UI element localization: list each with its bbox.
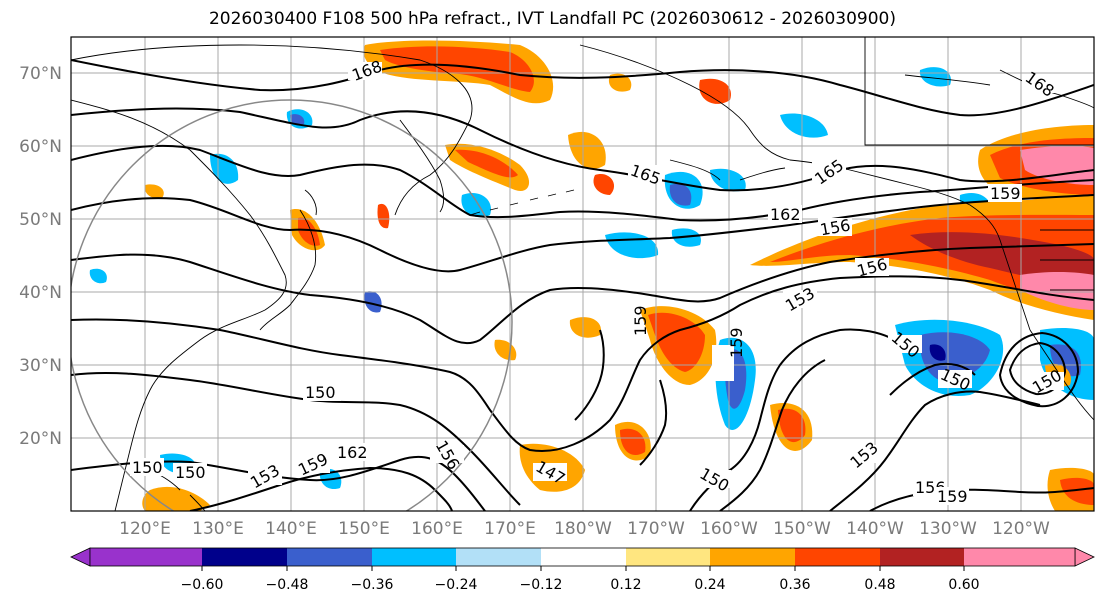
- lon-label: 120°E: [119, 519, 171, 539]
- colorbar-tick-label: −0.24: [435, 577, 478, 593]
- lon-label: 130°W: [919, 519, 977, 539]
- contour-label: 162: [337, 443, 368, 462]
- colorbar-segment: [202, 548, 287, 566]
- colorbar-segment: [795, 548, 880, 566]
- lon-label: 150°W: [773, 519, 831, 539]
- lat-label: 60°N: [19, 137, 62, 157]
- colorbar-segment: [456, 548, 541, 566]
- contour-label: 159: [631, 305, 650, 336]
- contour-label: 150: [175, 463, 206, 482]
- colorbar-segment: [541, 548, 626, 566]
- coastlines: [71, 37, 1094, 511]
- lat-label: 70°N: [19, 64, 62, 84]
- lon-label: 150°E: [338, 519, 390, 539]
- colorbar-segment: [880, 548, 964, 566]
- contour-label: 159: [727, 327, 746, 358]
- lon-label: 170°W: [627, 519, 685, 539]
- contour-label: 159: [937, 487, 968, 506]
- colorbar-tick-label: −0.12: [520, 577, 563, 593]
- lat-label: 50°N: [19, 210, 62, 230]
- colorbar-segment: [964, 548, 1075, 566]
- map-title: 2026030400 F108 500 hPa refract., IVT La…: [208, 9, 896, 29]
- latitude-labels: 70°N 60°N 50°N 40°N 30°N 20°N: [19, 64, 62, 449]
- colorbar-tick-label: −0.60: [181, 577, 224, 593]
- contour-label: 162: [770, 205, 801, 224]
- plot-frame: [70, 36, 1095, 512]
- colorbar-tick-label: −0.36: [351, 577, 394, 593]
- colorbar-segment: [626, 548, 710, 566]
- lon-label: 130°E: [192, 519, 244, 539]
- lon-label: 170°E: [484, 519, 536, 539]
- colorbar-segment: [710, 548, 795, 566]
- colorbar-segment: [372, 548, 456, 566]
- longitude-labels: 120°E 130°E 140°E 150°E 160°E 170°E 180°…: [119, 519, 1050, 539]
- lon-label: 160°E: [411, 519, 463, 539]
- lon-label: 140°E: [265, 519, 317, 539]
- contour-label: 150: [132, 458, 163, 477]
- lon-label: 180°W: [554, 519, 612, 539]
- map-plot-area: 168 165 165 162 159 156 156 153 159 159 …: [71, 37, 1094, 511]
- colorbar-tick-label: 0.12: [610, 577, 641, 593]
- colorbar-tick-label: 0.48: [864, 577, 895, 593]
- colorbar-tick-label: −0.48: [266, 577, 309, 593]
- graticule: [71, 37, 1094, 511]
- contour-label: 150: [305, 383, 336, 402]
- lat-label: 20°N: [19, 429, 62, 449]
- colorbar-tick-label: 0.60: [948, 577, 979, 593]
- colorbar: −0.60 −0.48 −0.36 −0.24 −0.12 0.12 0.24 …: [70, 547, 1095, 593]
- colorbar-tick-label: 0.36: [779, 577, 810, 593]
- colorbar-frame: [89, 547, 1076, 567]
- colorbar-tick-label: 0.24: [694, 577, 725, 593]
- lat-label: 30°N: [19, 356, 62, 376]
- colorbar-arrow-high: [1074, 547, 1095, 567]
- colorbar-arrow-low: [70, 547, 91, 567]
- contour-label: 159: [990, 184, 1021, 203]
- range-circle: [71, 99, 513, 511]
- lon-label: 160°W: [700, 519, 758, 539]
- lon-label: 140°W: [846, 519, 904, 539]
- colorbar-segment: [287, 548, 372, 566]
- lon-label: 120°W: [992, 519, 1050, 539]
- colorbar-segment: [90, 548, 202, 566]
- lat-label: 40°N: [19, 283, 62, 303]
